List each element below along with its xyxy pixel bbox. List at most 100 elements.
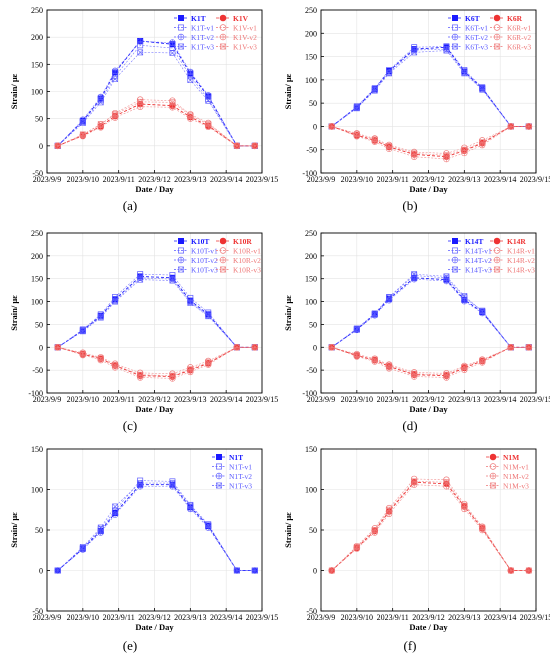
x-tick-label: 2023/9/14 [484,175,516,184]
data-series [328,343,533,379]
marker-point [177,14,184,21]
marker-point [489,472,497,480]
marker-point-cross [508,567,514,574]
data-series [328,344,533,381]
series-line [57,103,255,147]
marker-point [411,49,418,56]
legend-item: K1V-v2 [216,33,257,42]
marker-point [137,49,144,56]
marker-point-cross [169,104,176,110]
marker-point [205,97,212,104]
marker-point [137,480,144,486]
marker-point [112,503,118,510]
marker-point [494,266,500,273]
marker-point-cross [205,362,211,368]
marker-point-cross [411,482,417,488]
marker-point-cross [178,257,184,263]
marker-point-cross [526,123,532,130]
legend-item: N1M [486,453,519,462]
chart-panel: -100 -50 0 50 100 150 200 250 2023/9/9 2023/9/10 2… [283,6,550,194]
legend-item: N1T [212,453,243,462]
marker-point-cross [80,328,86,334]
marker-point-cross [220,257,226,263]
series-line [331,126,529,154]
marker-point-cross [411,150,417,157]
marker-point-cross [328,123,335,130]
marker-point [452,247,458,254]
legend-label: K6R-v2 [507,33,531,42]
legend-label: K1T-v3 [191,42,214,51]
y-axis-title: Strain/ με [9,295,19,331]
legend-label: K10R [233,237,252,246]
legend-item: K1V [216,14,249,23]
series-line [331,346,529,378]
marker-point [251,142,258,149]
legend-item: K1T-v2 [174,33,214,42]
legend-label: K1V [233,14,249,23]
marker-point [371,311,378,317]
marker-point-cross [98,529,104,536]
legend-label: K1V-v3 [233,42,257,51]
legend-item: N1T-v2 [212,472,252,481]
marker-point [489,453,497,461]
y-tick-label: 150 [305,275,317,284]
series-line [57,40,255,147]
marker-point [169,372,176,379]
series-line [57,101,255,147]
marker-point-cross [252,567,258,574]
y-tick-label: -100 [302,389,317,398]
marker-point [97,99,104,106]
x-tick-label: 2023/9/9 [307,175,335,184]
data-series [328,275,533,351]
marker-point-cross [508,344,514,351]
marker-point [353,131,360,138]
y-tick-label: 0 [313,567,317,576]
marker-point-cross [97,314,104,321]
marker-point-cross [328,344,335,351]
series-line [331,346,529,376]
marker-point [411,370,418,377]
legend-label: K14R [507,237,526,246]
legend: K14TK14T-v1K14T-v2K14T-v3K14RK14R-v1K14R… [448,237,535,274]
marker-point [479,524,486,531]
marker-point [216,482,222,489]
legend-item: K14R-v2 [490,256,535,265]
marker-point-cross [137,371,143,378]
legend-label: K14T [465,237,483,246]
x-tick-label: 2023/9/11 [377,613,409,622]
y-axis-title: Strain/ με [283,73,293,109]
legend-label: K10R-v1 [233,246,261,255]
data-series [54,103,259,150]
legend-item: K14T-v3 [448,265,492,274]
marker-point [411,271,418,278]
y-axis-title: Strain/ με [9,73,19,109]
marker-point [79,544,86,550]
legend-label: K14T-v1 [465,246,492,255]
series-line [57,99,255,147]
marker-point [187,112,194,119]
legend-label: K1T-v2 [191,33,214,42]
legend-label: K14T-v3 [465,265,492,274]
x-tick-label: 2023/9/14 [484,395,516,404]
series-line [57,485,255,571]
marker-point [220,266,226,273]
marker-point-cross [443,156,450,162]
marker-point-cross [371,527,378,533]
legend-label: K10T [191,237,209,246]
marker-point [328,567,335,574]
series-line [331,481,529,571]
marker-point-cross [490,473,496,479]
y-tick-label: -100 [28,389,43,398]
marker-point [461,70,468,77]
marker-point-cross [187,300,194,306]
x-tick-label: 2023/9/9 [33,613,61,622]
legend-label: K1T-v1 [191,23,214,32]
y-tick-label: -100 [302,169,317,178]
marker-point-cross [386,143,392,149]
series-line [331,275,529,348]
marker-point-cross [187,77,194,83]
marker-point [234,142,240,149]
marker-point [79,131,86,138]
marker-point [493,24,501,31]
